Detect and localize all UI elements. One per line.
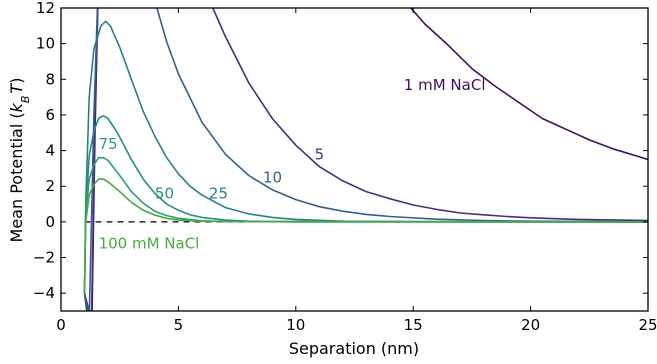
y-tick-label-3: 2 [45,177,55,195]
curve-4 [83,115,648,294]
y-tick-label-7: 10 [36,35,55,53]
x-axis-label: Separation (nm) [289,339,419,358]
y-tick-label-5: 6 [45,106,55,124]
y-tick-label-2: 0 [45,213,55,231]
curve-label-4: 50 [155,185,174,203]
x-tick-label-1: 5 [174,316,184,334]
x-tick-label-3: 15 [404,316,423,334]
curve-1 [83,8,648,311]
curve-label-5: 75 [99,135,118,153]
y-axis-ticks: −4 −2 0 2 4 6 8 10 12 [33,0,648,302]
curves [83,8,648,311]
y-axis-label: Mean Potential (kBT) [7,78,32,243]
y-tick-label-0: −4 [33,284,55,302]
y-tick-label-6: 8 [45,70,55,88]
curve-2 [83,8,648,311]
curve-labels: 1 mM NaCl 5 10 25 50 75 100 mM NaCl [99,76,486,253]
curve-3 [83,20,648,294]
curve-label-1: 5 [315,146,325,164]
x-tick-label-5: 25 [638,316,657,334]
x-tick-label-2: 10 [286,316,305,334]
y-tick-label-4: 4 [45,142,55,160]
y-tick-label-8: 12 [36,0,55,17]
plot-background [61,8,648,311]
curve-label-3: 25 [209,185,228,203]
x-tick-label-0: 0 [56,316,66,334]
x-axis-ticks: 0 5 10 15 20 25 [56,8,657,334]
curve-label-6: 100 mM NaCl [99,235,200,253]
y-tick-label-1: −2 [33,249,55,267]
curve-6 [83,178,648,294]
curve-label-2: 10 [263,169,282,187]
curve-label-0: 1 mM NaCl [404,76,486,94]
plot-frame [60,7,649,312]
x-tick-label-4: 20 [521,316,540,334]
curve-5 [83,156,648,294]
